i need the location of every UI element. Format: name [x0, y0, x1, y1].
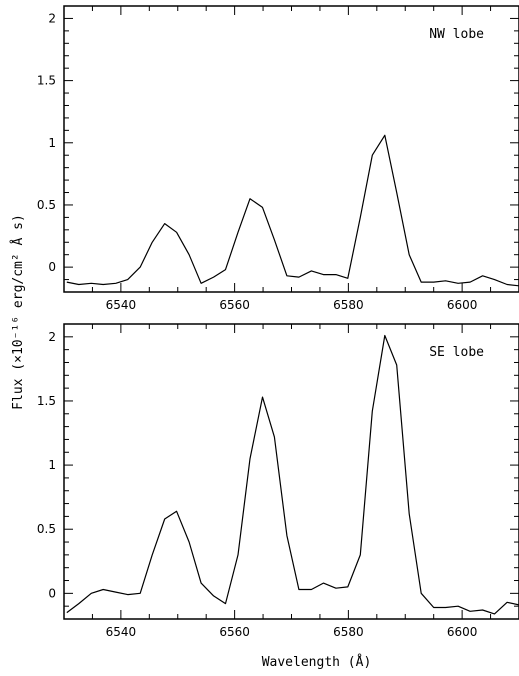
x-tick-label: 6540 — [106, 625, 137, 639]
panel-label: SE lobe — [429, 345, 484, 360]
spectrum-line — [66, 334, 519, 615]
y-tick-label: 2 — [48, 330, 56, 344]
y-tick-label: 0.5 — [37, 198, 56, 212]
spectrum-line — [66, 134, 519, 287]
y-tick-label: 1 — [48, 136, 56, 150]
panel-label: NW lobe — [429, 27, 484, 42]
plot-frame — [63, 5, 519, 293]
plot-frame — [63, 323, 519, 620]
y-axis-title: Flux (×10⁻¹⁶ erg/cm² Å s) — [10, 214, 26, 410]
x-tick-label: 6560 — [219, 298, 250, 312]
x-tick-label: 6540 — [106, 298, 137, 312]
y-tick-label: 0 — [48, 586, 56, 600]
x-tick-label: 6560 — [219, 625, 250, 639]
x-tick-label: 6600 — [447, 625, 478, 639]
x-tick-label: 6580 — [333, 298, 364, 312]
y-tick-label: 0 — [48, 260, 56, 274]
x-tick-label: 6600 — [447, 298, 478, 312]
y-tick-label: 2 — [48, 11, 56, 25]
nw-lobe-panel: 6540 6560 6580 6600 0 0.5 1 1.5 2 NW lobe — [37, 5, 519, 312]
x-axis-title: Wavelength (Å) — [262, 654, 372, 670]
x-tick-label: 6580 — [333, 625, 364, 639]
y-tick-label: 0.5 — [37, 522, 56, 536]
y-tick-label: 1.5 — [37, 74, 56, 88]
y-tick-label: 1 — [48, 458, 56, 472]
se-lobe-panel: 6540 6560 6580 6600 0 0.5 1 1.5 2 SE lobe — [37, 323, 519, 639]
y-tick-label: 1.5 — [37, 394, 56, 408]
